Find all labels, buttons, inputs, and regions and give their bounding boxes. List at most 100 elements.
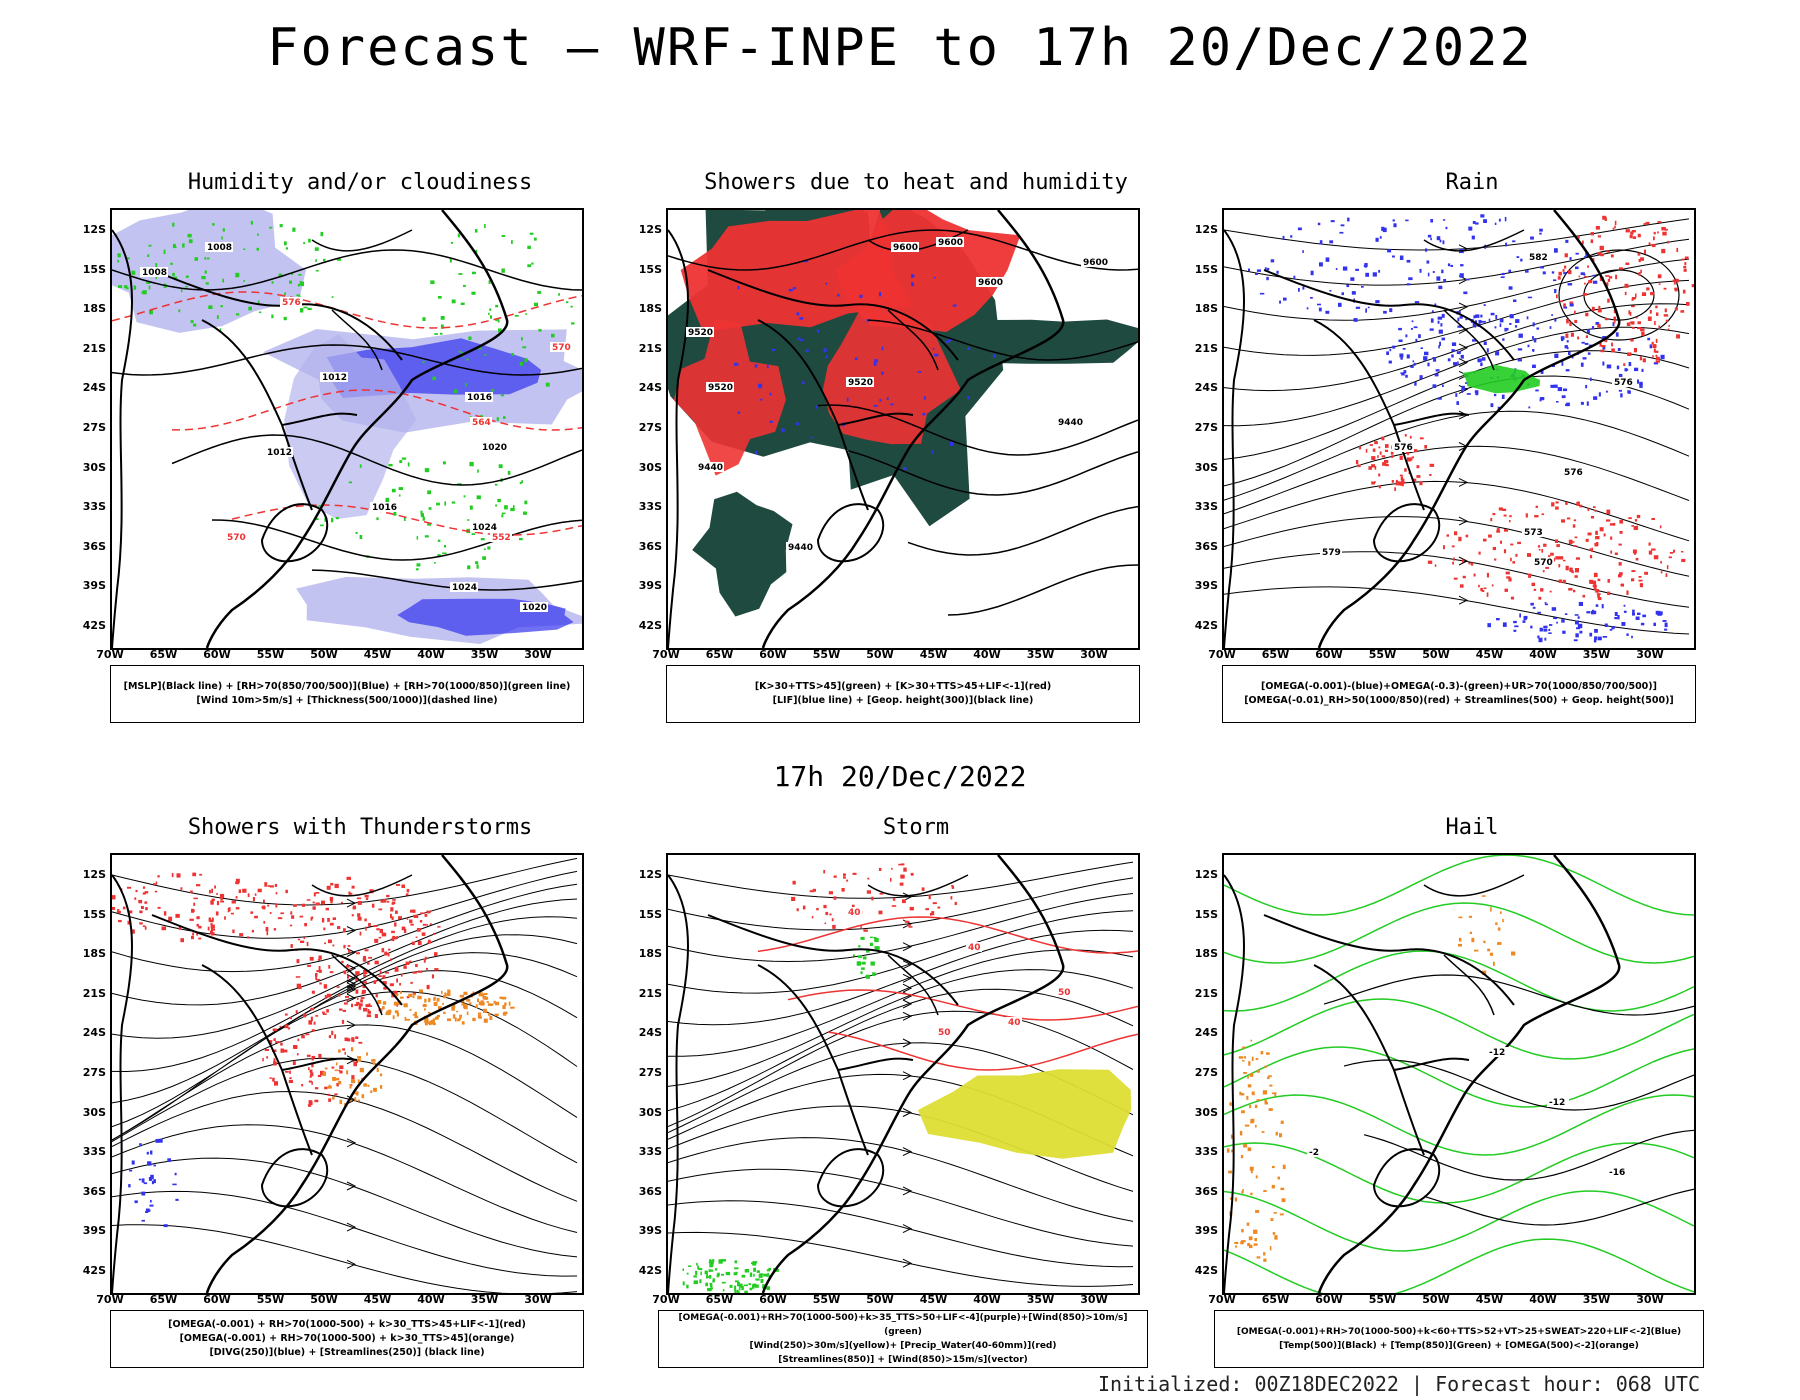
lat-label: 30S bbox=[638, 1105, 662, 1119]
streamline-arrow bbox=[902, 960, 913, 970]
temp500-line bbox=[1323, 974, 1694, 1016]
contour-label-bg bbox=[370, 502, 398, 512]
lat-label: 36S bbox=[82, 539, 106, 553]
state-border bbox=[331, 954, 383, 1016]
lon-label: 35W bbox=[1582, 1293, 1611, 1306]
panel-rain: Rain 12S 15S 18S 21S 24S 27S 30S 33S 36S 39S 42S 5… bbox=[1192, 170, 1752, 723]
contour-label: 576 bbox=[1564, 468, 1583, 478]
lon-label: 35W bbox=[470, 648, 499, 661]
page-title: Forecast — WRF-INPE to 17h 20/Dec/2022 bbox=[267, 18, 1533, 78]
lat-label: 42S bbox=[1194, 1264, 1218, 1277]
contour-label-bg bbox=[280, 297, 302, 307]
lat-label: 18S bbox=[638, 947, 662, 961]
contour-label-bg bbox=[1006, 1017, 1022, 1027]
country-border bbox=[151, 914, 403, 1006]
streamline bbox=[668, 929, 1134, 1026]
legend-line-1: [OMEGA(-0.001) + RH>70(1000-500) + k>30_… bbox=[168, 1319, 526, 1330]
teal-area bbox=[692, 491, 793, 617]
contour-label: -12 bbox=[1489, 1048, 1505, 1058]
lon-label: 60W bbox=[759, 1293, 787, 1306]
contour-label-bg bbox=[1081, 257, 1109, 267]
country-border bbox=[201, 319, 313, 511]
legend-line-3: [DIVG(250)](blue) + [Streamlines(250)] (… bbox=[209, 1347, 485, 1358]
contour-label: 9440 bbox=[788, 543, 813, 553]
streamline bbox=[1224, 258, 1690, 321]
uruguay-border bbox=[260, 1148, 329, 1208]
lon-label: 55W bbox=[812, 1293, 841, 1306]
lat-label: 24S bbox=[1194, 1026, 1218, 1040]
streamline bbox=[112, 934, 578, 1073]
panel-legend: [OMEGA(-0.001)+RH>70(1000-500)+k<60+TTS>… bbox=[1214, 1310, 1704, 1368]
uruguay-border bbox=[1372, 503, 1441, 563]
coastline bbox=[205, 855, 509, 1293]
streamline-arrow bbox=[1458, 516, 1469, 526]
lon-label: 30W bbox=[1636, 648, 1664, 661]
map-frame[interactable] bbox=[110, 853, 584, 1295]
lat-label: 12S bbox=[638, 868, 662, 881]
contour-label-bg bbox=[520, 602, 548, 612]
lat-label: 39S bbox=[82, 1224, 106, 1238]
contour-label-bg bbox=[1056, 417, 1084, 427]
contour-label: 579 bbox=[1322, 548, 1341, 558]
valid-time-title: 17h 20/Dec/2022 bbox=[773, 760, 1027, 793]
red-speckle bbox=[262, 1007, 363, 1107]
contour-label: -2 bbox=[1309, 1148, 1319, 1158]
map-frame[interactable]: -12 -12 -16 -2 bbox=[1222, 853, 1696, 1295]
country-border bbox=[201, 964, 313, 1156]
map-frame[interactable]: 9600 9600 9600 9600 9520 9520 9520 9440 9440 9440 bbox=[666, 208, 1140, 650]
isobar bbox=[311, 569, 582, 591]
lat-label: 18S bbox=[82, 302, 106, 316]
temp850-line bbox=[1224, 998, 1694, 1060]
contour-label: 1008 bbox=[142, 268, 167, 278]
map-frame[interactable]: 1008 1008 1012 1012 1016 1016 1020 1020 1024 1024… bbox=[110, 208, 584, 650]
contour-label-bg bbox=[1612, 377, 1634, 387]
panel-storm: Storm 12S 15S 18S 21S 24S 27S 30S 33S 36S 39S 42S … bbox=[636, 815, 1196, 1368]
lon-label: 65W bbox=[1261, 1293, 1290, 1306]
contour-label: 1012 bbox=[267, 448, 292, 458]
andes-border bbox=[668, 874, 689, 1293]
map-frame[interactable]: 40 50 40 50 40 bbox=[666, 853, 1140, 1295]
contour-label: 9520 bbox=[688, 328, 713, 338]
lon-label: 65W bbox=[149, 1293, 178, 1306]
contour-label-bg bbox=[1562, 467, 1584, 477]
streamline bbox=[668, 1105, 1134, 1192]
streamline-arrow bbox=[346, 898, 357, 908]
andes-border bbox=[112, 874, 133, 1293]
lat-label: 21S bbox=[82, 341, 106, 355]
red-area bbox=[835, 210, 1021, 332]
streamline bbox=[1224, 375, 1690, 487]
lon-label: 70W bbox=[96, 648, 124, 661]
omega-blue-speckle bbox=[1248, 214, 1598, 331]
lat-label: 30S bbox=[1194, 460, 1218, 474]
panel-humidity: Humidity and/or cloudiness 12S 15S 18S 21S 2… bbox=[80, 170, 640, 723]
lon-label: 35W bbox=[1026, 1293, 1055, 1306]
contour-label: 9600 bbox=[1083, 258, 1108, 268]
contour-label: 1008 bbox=[207, 243, 232, 253]
contour-label-bg bbox=[1532, 557, 1554, 567]
contour-label-bg bbox=[966, 942, 982, 952]
contour-label: 582 bbox=[1529, 253, 1548, 263]
contour-label: 576 bbox=[282, 298, 301, 308]
isobar bbox=[112, 344, 582, 376]
lat-label: 39S bbox=[638, 1224, 662, 1238]
streamline-arrow bbox=[1458, 595, 1469, 605]
state-border bbox=[311, 229, 413, 252]
isobar bbox=[112, 249, 582, 291]
streamline bbox=[668, 1168, 1134, 1247]
isobar bbox=[171, 434, 582, 486]
contour-label-bg bbox=[550, 342, 572, 352]
map-frame[interactable]: 582 576 579 576 573 570 576 bbox=[1222, 208, 1696, 650]
country-border bbox=[837, 1057, 914, 1071]
panel-title: Showers due to heat and humidity bbox=[704, 170, 1128, 195]
streamline bbox=[112, 1124, 578, 1233]
streamline bbox=[1224, 516, 1690, 577]
lon-label: 60W bbox=[1315, 1293, 1343, 1306]
orange-speckle bbox=[322, 1047, 383, 1107]
streamline bbox=[668, 1137, 1134, 1222]
andes-border bbox=[1224, 229, 1245, 648]
panel-title: Showers with Thunderstorms bbox=[187, 815, 533, 840]
lon-label: 30W bbox=[1636, 1293, 1664, 1306]
panel-title: Storm bbox=[882, 815, 950, 840]
red-area bbox=[822, 309, 961, 445]
contour-label: 564 bbox=[472, 418, 491, 428]
